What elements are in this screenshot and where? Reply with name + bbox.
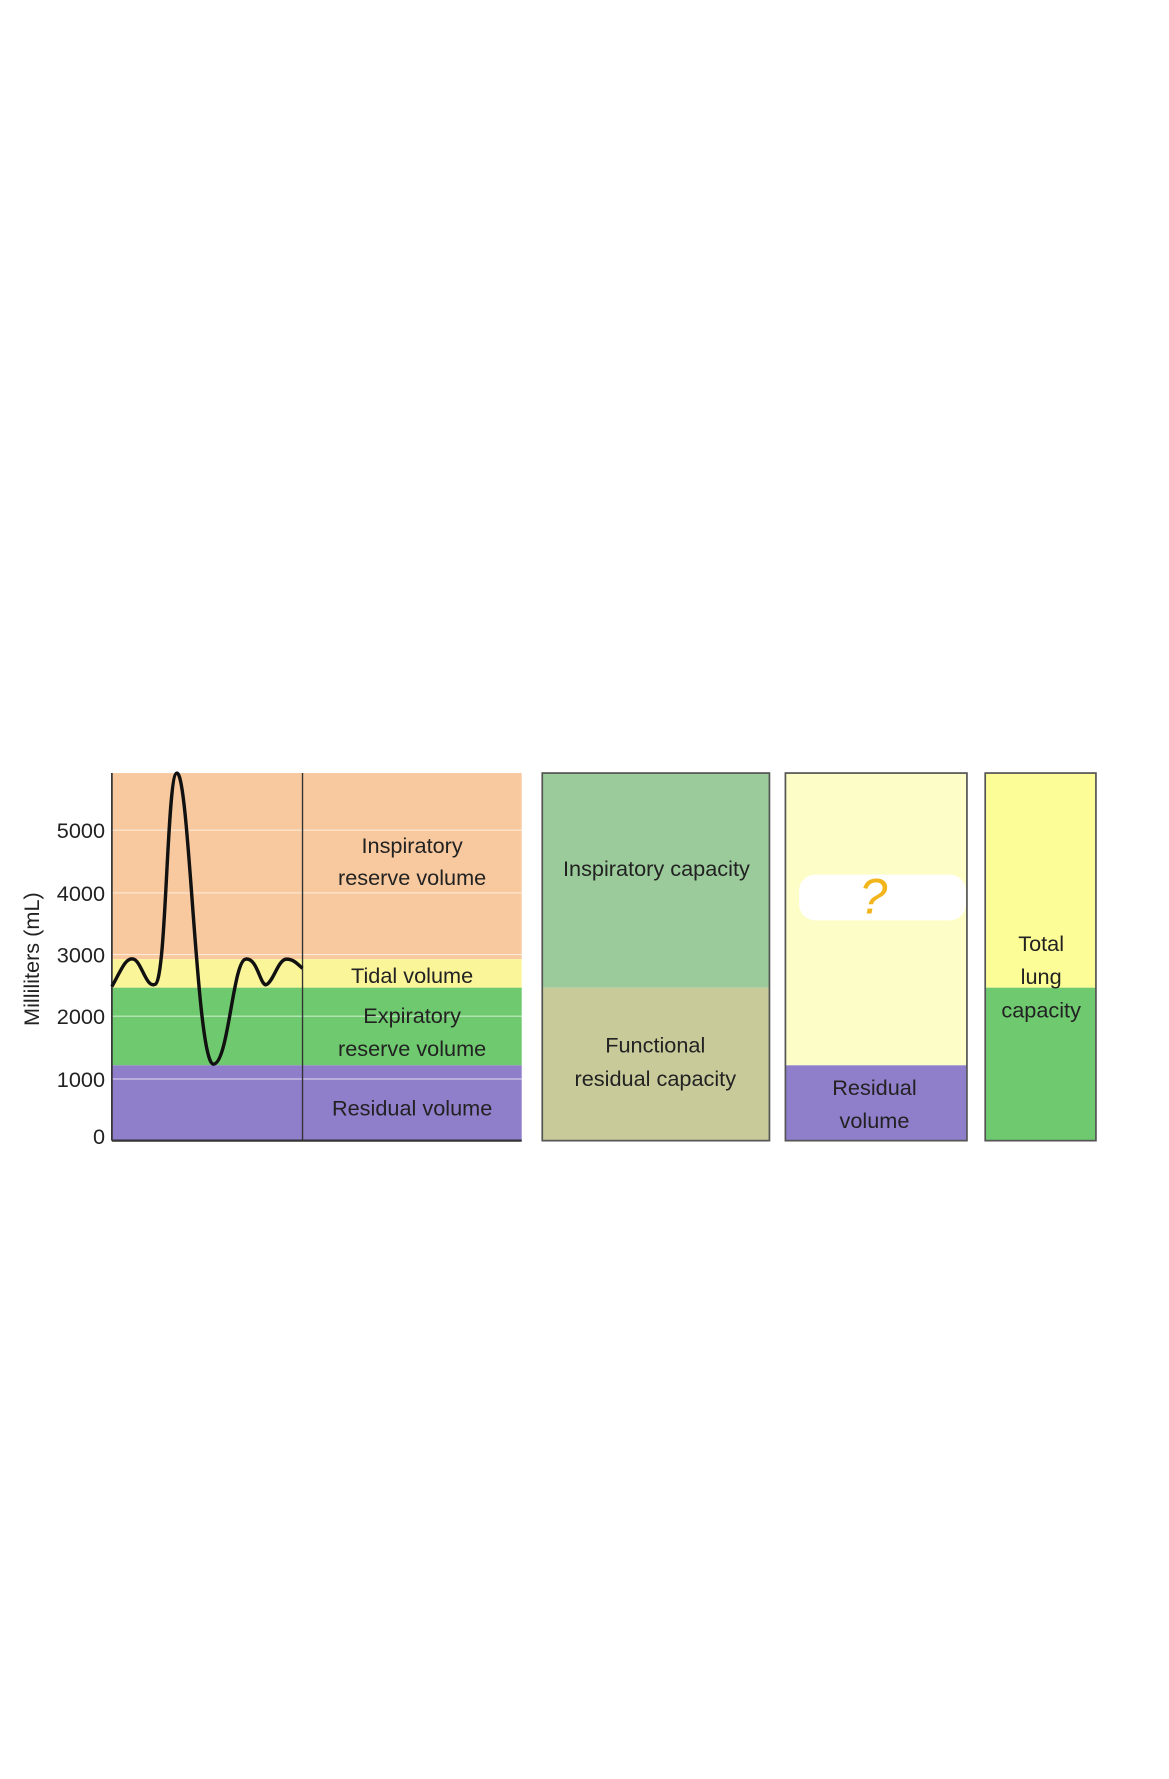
panel-border xyxy=(984,772,1097,1142)
total-panel: Total lung capacity xyxy=(984,772,1097,1142)
spirogram xyxy=(110,771,304,1066)
rv-label: Residual volume xyxy=(332,1096,492,1121)
white-out xyxy=(799,874,966,921)
volumes-panel: Inspiratory reserve volume Tidal volume E… xyxy=(110,771,522,1142)
capacities-panel: Inspiratory capacity Functional residual … xyxy=(541,772,771,1142)
vital-panel: ? Residual volume xyxy=(784,772,968,1142)
label-line: reserve volume xyxy=(338,865,486,890)
rv-band xyxy=(785,1065,967,1141)
label-line: capacity xyxy=(1001,997,1081,1022)
y-axis-label: Milliliters (mL) xyxy=(19,892,44,1026)
tidal-label: Tidal volume xyxy=(351,963,473,988)
label-line: Inspiratory xyxy=(361,833,462,858)
frc-band xyxy=(542,987,770,1141)
y-tick-label: 3000 xyxy=(57,943,105,968)
tlc-label: Total lung capacity xyxy=(1001,931,1081,1022)
rv-label: Residual volume xyxy=(832,1075,916,1133)
label-line: lung xyxy=(1021,964,1062,989)
y-tick-label: 2000 xyxy=(57,1004,105,1029)
lower-band xyxy=(985,987,1096,1141)
erv-band xyxy=(111,987,522,1066)
label-line: reserve volume xyxy=(338,1036,486,1061)
ic-band xyxy=(542,773,770,988)
label-line: Residual xyxy=(832,1075,916,1100)
y-tick-label: 0 xyxy=(93,1124,105,1149)
y-tick-label: 4000 xyxy=(57,881,105,906)
erv-label: Expiratory reserve volume xyxy=(338,1003,486,1061)
y-tick-label: 5000 xyxy=(57,818,105,843)
tidal-band xyxy=(111,959,522,988)
upper-band xyxy=(985,773,1096,988)
irv-label: Inspiratory reserve volume xyxy=(338,833,486,890)
y-tick-label: 1000 xyxy=(57,1067,105,1092)
label-line: volume xyxy=(840,1108,910,1133)
frc-label: Functional residual capacity xyxy=(575,1033,737,1091)
ic-label: Inspiratory capacity xyxy=(563,856,750,881)
irv-band xyxy=(111,773,522,960)
label-line: Total xyxy=(1018,931,1064,956)
label-line: Expiratory xyxy=(363,1003,461,1028)
panel-border xyxy=(784,772,968,1142)
y-axis-ticks: 0 1000 2000 3000 4000 5000 Milliliters (… xyxy=(19,818,105,1149)
question-mark: ? xyxy=(859,868,887,924)
label-line: residual capacity xyxy=(575,1066,737,1091)
rv-band xyxy=(111,1065,522,1141)
label-line: Functional xyxy=(605,1033,705,1058)
panel-border xyxy=(541,772,771,1142)
